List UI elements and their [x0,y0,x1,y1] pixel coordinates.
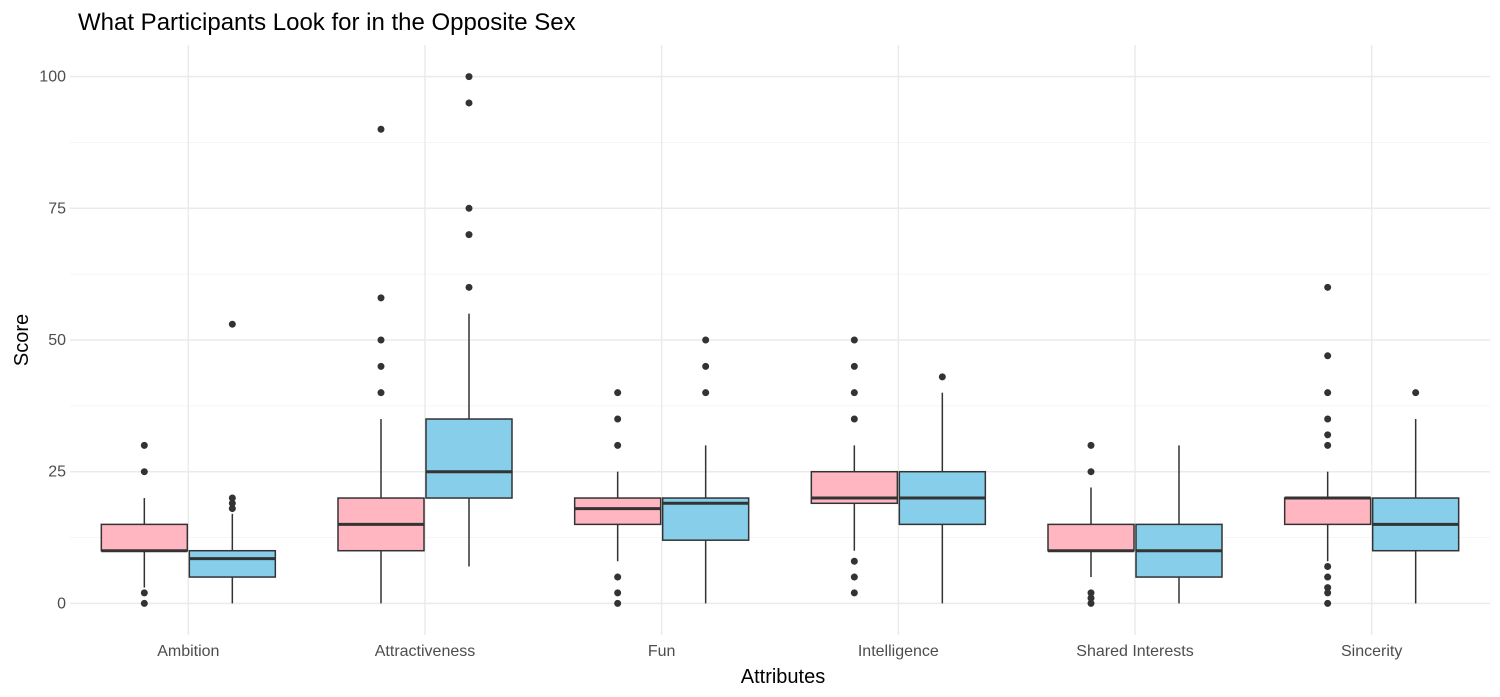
y-axis-title: Score [11,314,33,366]
grid [70,45,1490,635]
y-tick-label: 100 [39,69,66,86]
outlier-point [614,589,622,597]
outlier-point [614,389,622,397]
outlier-point [702,362,710,370]
outlier-point [702,389,710,397]
x-tick-label: Sincerity [1341,643,1402,660]
outlier-point [1087,468,1095,476]
outlier-point [465,204,473,212]
outlier-point [1324,584,1332,592]
outlier-point [614,599,622,607]
outlier-point [1324,563,1332,571]
outlier-point [850,415,858,423]
x-tick-label: Ambition [157,643,219,660]
outlier-point [1087,441,1095,449]
outlier-point [140,441,148,449]
axes: 0 25 50 75 100 Ambition Attractiveness Fun Intel… [39,69,1402,660]
outlier-point [377,336,385,344]
chart-title: What Participants Look for in the Opposi… [78,9,576,36]
x-tick-label: Fun [648,643,676,660]
outlier-point [850,362,858,370]
outlier-point [140,468,148,476]
outlier-point [465,73,473,81]
outlier-point [140,589,148,597]
outlier-point [1087,589,1095,597]
box [573,497,662,526]
outlier-point [1324,573,1332,581]
x-tick-label: Shared Interests [1076,643,1193,660]
y-tick-label: 0 [57,595,66,612]
outlier-point [1324,441,1332,449]
x-tick-label: Attractiveness [375,643,475,660]
outlier-point [140,599,148,607]
outlier-point [465,283,473,291]
box [1047,523,1135,552]
outlier-point [850,336,858,344]
outlier-point [614,573,622,581]
outlier-point [465,231,473,239]
outlier-point [465,99,473,107]
y-tick-label: 25 [48,464,66,481]
outlier-point [228,499,236,507]
box [661,497,750,541]
outlier-point [702,336,710,344]
outlier-point [850,573,858,581]
outlier-point [1412,389,1420,397]
x-tick-label: Intelligence [858,643,939,660]
x-axis-title: Attributes [741,666,825,688]
box [1283,497,1372,526]
outlier-point [614,415,622,423]
outlier-point [1324,599,1332,607]
y-tick-label: 50 [48,332,66,349]
outlier-point [377,294,385,302]
outlier-point [377,389,385,397]
outlier-point [228,494,236,502]
outlier-point [614,441,622,449]
outlier-point [1324,352,1332,360]
box [100,523,189,552]
boxplots [100,73,1460,607]
box [188,549,277,578]
outlier-point [228,320,236,328]
outlier-point [938,373,946,381]
outlier-point [850,589,858,597]
y-tick-label: 75 [48,200,66,217]
outlier-point [850,557,858,565]
outlier-point [377,125,385,133]
outlier-point [1324,283,1332,291]
outlier-point [1324,589,1332,597]
outlier-point [1087,594,1095,602]
outlier-point [377,362,385,370]
outlier-point [228,505,236,513]
outlier-point [1087,599,1095,607]
outlier-point [1324,389,1332,397]
outlier-point [1324,415,1332,423]
box [425,418,513,499]
outlier-point [850,389,858,397]
outlier-point [1324,431,1332,439]
